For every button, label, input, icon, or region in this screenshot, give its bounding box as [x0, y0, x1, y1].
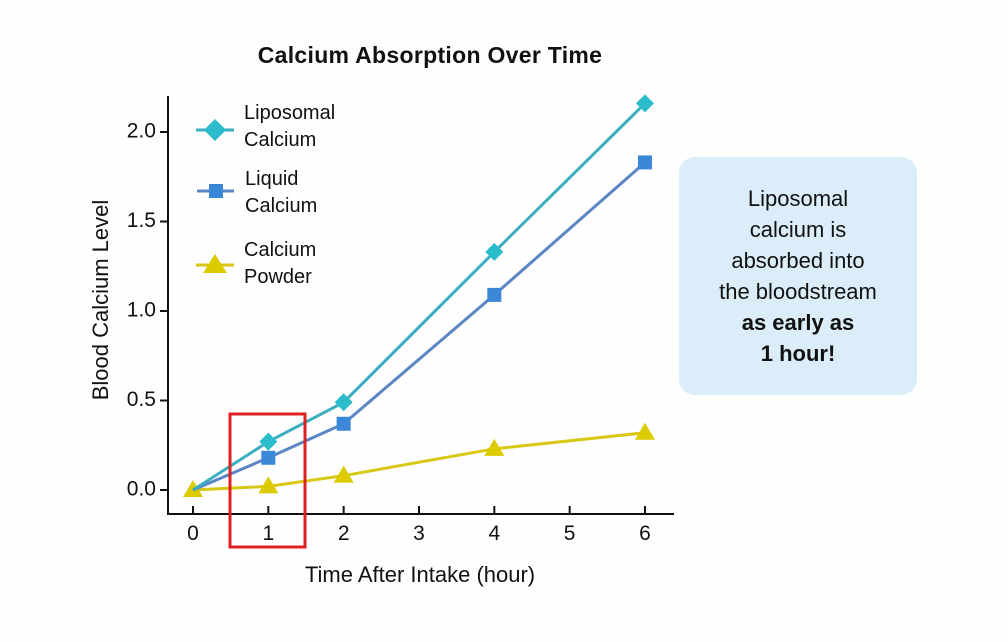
callout-emphasis: 1 hour!: [760, 341, 836, 366]
series-liposomal-calcium: [192, 94, 654, 492]
data-point-marker: [261, 450, 276, 465]
x-tick-label: 1: [262, 522, 274, 545]
legend-label-line1: Liquid: [245, 168, 299, 190]
legend-label-line2: Calcium: [245, 195, 318, 217]
legend-marker-liposomal: [196, 119, 234, 141]
legend-label-line2: Powder: [244, 266, 312, 288]
x-tick-label: 2: [338, 522, 350, 545]
data-point-marker: [485, 242, 504, 261]
x-tick-label: 5: [564, 522, 576, 545]
data-point-marker: [637, 155, 652, 170]
x-tick-label: 0: [187, 522, 199, 545]
legend-marker-powder: [196, 254, 234, 273]
callout-line: calcium is: [749, 217, 847, 242]
data-point-marker: [333, 465, 354, 483]
legend-item-powder: Calcium Powder: [244, 237, 316, 291]
y-tick-label: 0.5: [127, 388, 156, 411]
data-point-marker: [334, 393, 353, 412]
data-point-marker: [635, 94, 654, 113]
legend-marker-liquid: [197, 184, 234, 198]
x-tick-label: 6: [639, 522, 651, 545]
callout-line: the bloodstream: [719, 279, 877, 304]
y-tick-label: 1.0: [127, 299, 156, 322]
legend-label-line2: Calcium: [244, 129, 317, 151]
series-liquid-calcium: [192, 155, 652, 492]
callout-emphasis: as early as: [741, 310, 855, 335]
y-tick-label: 2.0: [127, 120, 156, 143]
data-point-marker: [634, 422, 655, 440]
y-tick-label: 1.5: [127, 209, 156, 232]
y-tick-label: 0.0: [127, 478, 156, 501]
legend-item-liquid: Liquid Calcium: [245, 166, 317, 220]
axes: [167, 96, 674, 515]
data-point-marker: [487, 287, 502, 302]
series-calcium-powder: [183, 422, 655, 497]
chart-title: Calcium Absorption Over Time: [257, 42, 603, 68]
callout-line: Liposomal: [747, 186, 849, 211]
x-axis-ticks: 0 1 2 3 4 5 6: [187, 506, 651, 545]
legend-item-liposomal: Liposomal Calcium: [244, 100, 335, 154]
legend-label-line1: Liposomal: [244, 102, 336, 124]
y-axis-ticks: 0.0 0.5 1.0 1.5 2.0: [127, 120, 168, 501]
callout-line: absorbed into: [731, 248, 865, 273]
y-axis-title: Blood Calcium Level: [88, 200, 113, 401]
x-tick-label: 4: [488, 522, 500, 545]
data-series: [183, 94, 655, 497]
data-point-marker: [484, 438, 505, 456]
legend-label-line1: Calcium: [244, 239, 317, 261]
data-point-marker: [258, 476, 279, 494]
highlight-box-hour-1: [228, 412, 307, 549]
x-tick-label: 3: [413, 522, 425, 545]
data-point-marker: [336, 416, 351, 431]
callout-box: Liposomal calcium is absorbed into the b…: [679, 157, 917, 395]
x-axis-title: Time After Intake (hour): [305, 562, 535, 587]
data-point-marker: [259, 432, 278, 451]
